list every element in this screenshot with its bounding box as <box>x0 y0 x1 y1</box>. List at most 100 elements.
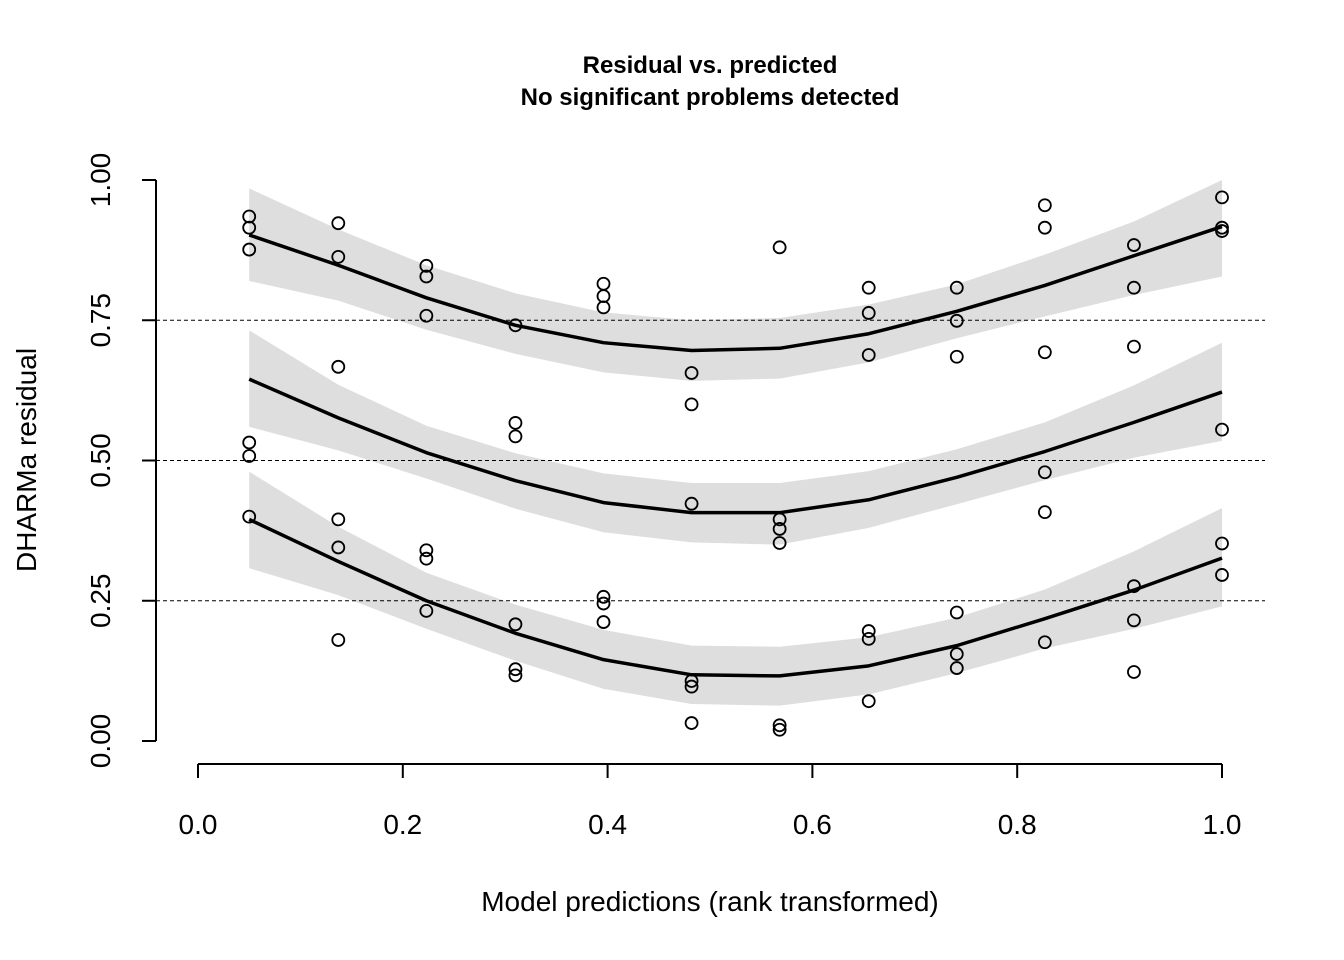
residual-point <box>508 416 523 430</box>
residual-point <box>772 722 787 737</box>
x-tick-label: 0.2 <box>383 809 422 840</box>
y-axis-label: DHARMa residual <box>11 348 42 572</box>
residual-point <box>242 242 257 257</box>
residual-point <box>331 540 346 555</box>
residual-point <box>508 318 523 333</box>
residual-point <box>684 366 699 380</box>
confidence-band-q0.5 <box>249 330 1222 545</box>
residual-point <box>1037 198 1052 213</box>
residual-point <box>242 435 257 450</box>
residual-point <box>419 551 434 566</box>
residual-point <box>772 536 787 550</box>
residual-point <box>1037 635 1052 650</box>
residual-point <box>419 258 434 273</box>
residual-point <box>596 276 611 291</box>
residual-point <box>331 216 346 231</box>
residual-point <box>1215 568 1229 582</box>
x-axis: 0.0 0.2 0.4 0.6 0.8 1.0 <box>179 763 1242 840</box>
x-axis-label: Model predictions (rank transformed) <box>481 886 939 917</box>
x-tick-label: 0.6 <box>793 809 832 840</box>
residual-point <box>1037 465 1052 480</box>
residual-point <box>1037 505 1052 520</box>
residual-point <box>508 662 523 677</box>
x-tick-label: 1.0 <box>1203 809 1242 840</box>
residual-point <box>684 679 699 694</box>
x-tick-label: 0.4 <box>588 809 627 840</box>
x-tick-label: 0.8 <box>998 809 1037 840</box>
residual-point <box>242 220 257 235</box>
residual-point <box>684 716 699 730</box>
quantile-curve-q0.5 <box>248 377 1223 515</box>
quantile-curve-q0.25 <box>248 517 1223 678</box>
residual-point <box>861 306 876 320</box>
residual-point <box>596 300 611 315</box>
residual-point <box>1127 579 1141 594</box>
confidence-bands <box>249 180 1222 706</box>
reference-lines <box>156 319 1265 602</box>
residual-point <box>331 512 346 527</box>
confidence-band-q0.25 <box>249 471 1222 706</box>
y-tick-label: 0.50 <box>85 433 116 488</box>
y-tick-label: 1.00 <box>85 153 116 208</box>
residual-point <box>684 496 699 511</box>
y-axis: 0.00 0.25 0.50 0.75 1.00 <box>85 153 157 769</box>
residual-point <box>1215 224 1229 238</box>
residual-point <box>949 605 964 620</box>
residual-point <box>772 718 787 733</box>
residual-point <box>419 308 434 323</box>
residual-point <box>861 631 876 646</box>
residual-point <box>242 509 257 524</box>
residual-point <box>1127 280 1141 295</box>
x-tick-label: 0.0 <box>179 809 218 840</box>
residual-point <box>331 359 346 374</box>
residual-point <box>861 624 876 638</box>
residual-point <box>1127 665 1141 679</box>
residual-points <box>242 190 1229 737</box>
residual-point <box>861 280 876 295</box>
residual-point <box>949 313 964 328</box>
residual-point <box>1127 238 1141 252</box>
residual-point <box>949 280 964 295</box>
residual-point <box>861 348 876 362</box>
residual-point <box>1127 339 1141 354</box>
residual-point <box>508 668 523 683</box>
quantile-curves <box>248 224 1223 678</box>
residual-point <box>596 289 611 304</box>
residual-point <box>419 269 434 284</box>
chart-subtitle: No significant problems detected <box>521 84 900 111</box>
residual-point <box>772 522 787 536</box>
residual-point <box>861 694 876 709</box>
residual-point <box>684 397 699 412</box>
residual-point <box>508 617 523 632</box>
residual-point <box>1215 190 1229 205</box>
residual-point <box>1215 422 1229 437</box>
residual-point <box>1127 613 1141 628</box>
y-axis-ticks: 0.00 0.25 0.50 0.75 1.00 <box>85 153 156 769</box>
chart-title: Residual vs. predicted <box>583 52 838 79</box>
residual-point <box>331 633 346 647</box>
residual-point <box>596 596 611 611</box>
y-tick-label: 0.25 <box>85 574 116 629</box>
residual-point <box>949 661 964 675</box>
residual-point <box>596 589 611 604</box>
residual-point <box>772 512 787 527</box>
residual-point <box>508 429 523 444</box>
residual-point <box>949 647 964 661</box>
residual-point <box>419 603 434 618</box>
residual-point <box>331 249 346 264</box>
y-tick-label: 0.75 <box>85 293 116 348</box>
residual-point <box>596 615 611 629</box>
residual-point <box>949 349 964 364</box>
residual-point <box>684 674 699 688</box>
x-axis-ticks: 0.0 0.2 0.4 0.6 0.8 1.0 <box>179 764 1242 840</box>
residual-point <box>1215 536 1229 551</box>
quantile-curve-q0.75 <box>248 224 1223 353</box>
residual-point <box>1037 220 1052 235</box>
y-tick-label: 0.00 <box>85 714 116 769</box>
residual-point <box>772 240 787 255</box>
confidence-band-q0.75 <box>249 180 1222 381</box>
residual-point <box>419 543 434 558</box>
residual-point <box>242 449 257 463</box>
residual-point <box>1037 345 1052 360</box>
